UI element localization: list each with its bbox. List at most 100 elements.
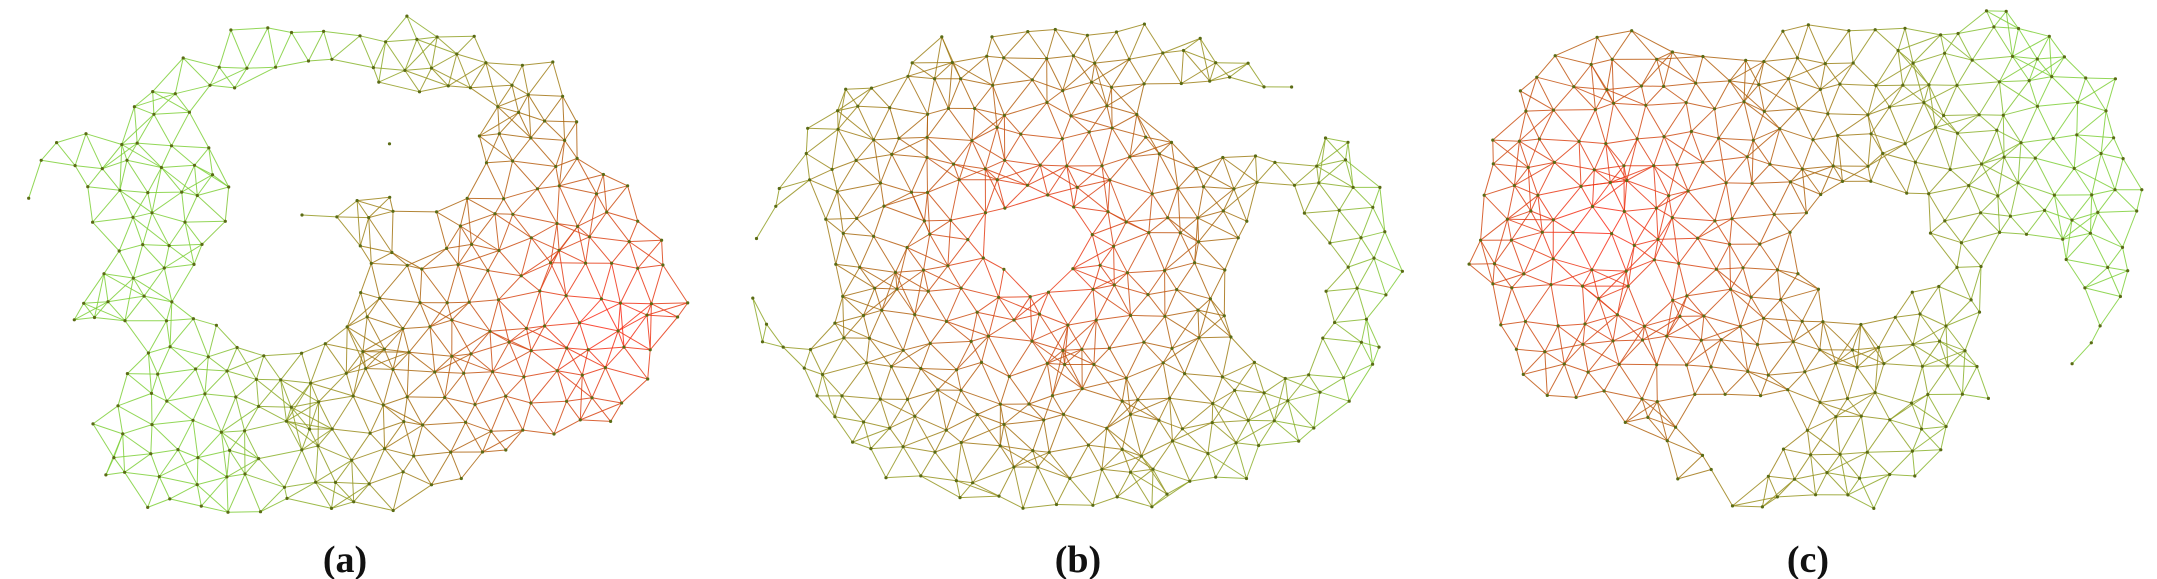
panel-c-edge [1921, 366, 1929, 395]
panel-c-node [1903, 26, 1907, 30]
panel-a-edge [512, 160, 556, 167]
panel-b-edge [948, 108, 973, 141]
panel-c-edge [2065, 232, 2091, 260]
panel-b-edge [1113, 246, 1128, 273]
panel-b-edge [1066, 165, 1110, 181]
panel-b-edge [981, 361, 1010, 377]
panel-c-edge [1940, 34, 1973, 61]
panel-c-edge [1921, 394, 1929, 430]
panel-c-edge [1806, 402, 1821, 431]
panel-a-edge [169, 484, 198, 500]
panel-c-edge [1857, 363, 1884, 368]
panel-a-node [352, 500, 356, 504]
panel-a-edge [150, 449, 179, 455]
panel-b-edge [1198, 298, 1211, 338]
panel-c-node [2083, 286, 2087, 290]
panel-a-edge [566, 322, 580, 349]
panel-b-edge [1046, 90, 1064, 103]
panel-b-node [1045, 361, 1049, 365]
panel-c-node [1821, 320, 1825, 324]
panel-b-edge [977, 403, 1001, 415]
panel-b-edge [871, 87, 891, 109]
panel-a-node [104, 473, 108, 477]
panel-c-edge [1627, 285, 1645, 327]
panel-c-edge [1593, 143, 1607, 171]
panel-b-node [824, 217, 828, 221]
panel-a-node [169, 144, 174, 148]
panel-b-node [1257, 443, 1261, 448]
panel-b-edge [1373, 257, 1403, 272]
panel-b-edge [1198, 237, 1239, 243]
panel-b-edge [1095, 284, 1115, 321]
panel-a-edge [317, 445, 352, 461]
panel-a-edge [181, 174, 213, 193]
panel-b-edge [1126, 272, 1132, 316]
panel-c-edge [1837, 135, 1869, 167]
panel-b-node [1372, 256, 1376, 260]
panel-c-edge [1511, 287, 1526, 322]
panel-a-node [469, 352, 473, 356]
panel-b-node [1142, 82, 1146, 86]
panel-b-edge [914, 290, 929, 315]
panel-a-edge [508, 341, 532, 352]
panel-b-edge [1027, 31, 1048, 59]
panel-a-node [616, 329, 620, 333]
panel-a-node [159, 165, 163, 170]
panel-b-edge [1028, 363, 1048, 405]
panel-a-edge [512, 188, 538, 215]
panel-a-edge [431, 67, 471, 89]
panel-a-edge [370, 263, 381, 299]
panel-c-edge [1760, 389, 1788, 397]
panel-c-edge [1725, 182, 1733, 219]
panel-b-edge [783, 346, 811, 350]
panel-b-edge [1203, 186, 1234, 190]
panel-c-edge [2097, 210, 2137, 213]
panel-a-node [131, 276, 135, 280]
panel-c-node [1811, 138, 1815, 142]
panel-c-node [1903, 142, 1907, 146]
panel-a-edge [559, 185, 597, 195]
panel-b-edge [889, 399, 908, 429]
panel-b-edge [1004, 194, 1048, 209]
panel-a-edge [366, 297, 381, 318]
panel-a-node [557, 248, 561, 252]
panel-c-edge [1596, 37, 1613, 60]
panel-b-edge [1179, 232, 1196, 263]
panel-a-edge [611, 262, 638, 269]
panel-a-edge [117, 392, 152, 407]
panel-a-edge [497, 94, 529, 108]
panel-c-edge [1613, 85, 1642, 104]
panel-c-node [1723, 392, 1727, 396]
panel-b-edge [837, 87, 872, 112]
panel-b-edge [1072, 245, 1114, 270]
panel-c-edge [1986, 10, 2019, 29]
panel-c-edge [1657, 239, 1680, 264]
panel-c-node [2061, 237, 2065, 241]
panel-a-edge [610, 402, 623, 422]
panel-a-node [587, 235, 592, 239]
panel-b-edge [1318, 182, 1340, 211]
panel-c-node [1927, 192, 1931, 196]
panel-a-edge [385, 15, 408, 43]
panel-c-edge [1573, 86, 1607, 91]
panel-a-edge [318, 372, 347, 403]
panel-b-edge [1116, 23, 1145, 33]
panel-a-node [165, 399, 169, 403]
panel-a-node [192, 163, 197, 167]
panel-a-edge [566, 295, 602, 300]
panel-c-edge [2090, 232, 2123, 248]
panel-b-edge [836, 191, 858, 219]
panel-c-edge [2034, 157, 2055, 196]
panel-b-edge [907, 75, 935, 80]
panel-c-edge [1493, 163, 1529, 168]
panel-a-edge [331, 58, 374, 69]
panel-a-edge [209, 66, 220, 86]
panel-b-edge [988, 335, 1033, 342]
panel-b-node [1100, 467, 1104, 471]
panel-a-node [199, 504, 203, 508]
panel-a-node [146, 351, 150, 355]
panel-a-edge [558, 236, 590, 251]
panel-b-node [995, 178, 999, 182]
panel-c-edge [2017, 182, 2055, 196]
panel-a-edge [201, 505, 229, 513]
